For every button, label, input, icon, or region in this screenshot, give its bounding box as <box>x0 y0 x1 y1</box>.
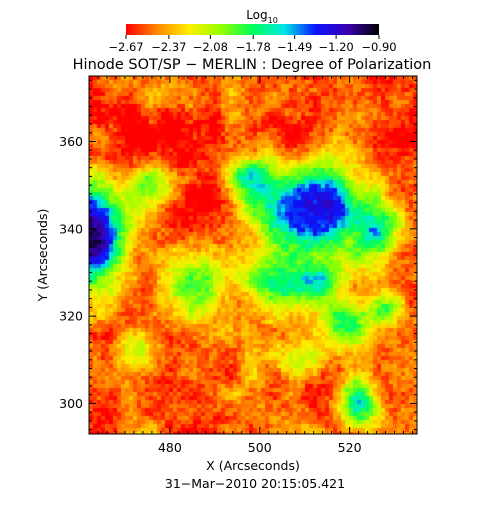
colorbar-tick-label: −1.78 <box>236 40 271 54</box>
timestamp-footer: 31−Mar−2010 20:15:05.421 <box>165 476 345 491</box>
x-tick-label: 480 <box>158 440 182 455</box>
heatmap-area <box>88 75 418 435</box>
colorbar-gradient <box>126 24 379 35</box>
x-tick-label: 520 <box>338 440 362 455</box>
colorbar: Log10 −2.67 −2.37 −2.08 −1.78 −1.49 −1.20 −0.9… <box>108 8 396 54</box>
y-tick-label: 340 <box>59 221 83 236</box>
heatmap-canvas <box>89 76 417 434</box>
colorbar-tick-label: −2.08 <box>193 40 228 54</box>
axes: 480 500 520 300 320 340 360 <box>59 76 417 455</box>
colorbar-tick-label: −2.67 <box>108 40 143 54</box>
x-tick-label: 500 <box>248 440 272 455</box>
x-axis-label: X (Arcseconds) <box>206 458 300 473</box>
y-tick-label: 360 <box>59 134 83 149</box>
colorbar-ticks: −2.67 −2.37 −2.08 −1.78 −1.49 −1.20 −0.90 <box>108 35 397 54</box>
y-axis-label: Y (Arcseconds) <box>35 209 50 303</box>
colorbar-label: Log10 <box>246 8 278 25</box>
colorbar-tick-label: −1.49 <box>277 40 312 54</box>
colorbar-tick-label: −0.90 <box>361 40 396 54</box>
y-tick-label: 300 <box>59 396 83 411</box>
colorbar-tick-label: −1.20 <box>318 40 353 54</box>
colorbar-tick-label: −2.37 <box>151 40 186 54</box>
y-tick-label: 320 <box>59 309 83 324</box>
chart-title: Hinode SOT/SP − MERLIN : Degree of Polar… <box>73 57 432 73</box>
